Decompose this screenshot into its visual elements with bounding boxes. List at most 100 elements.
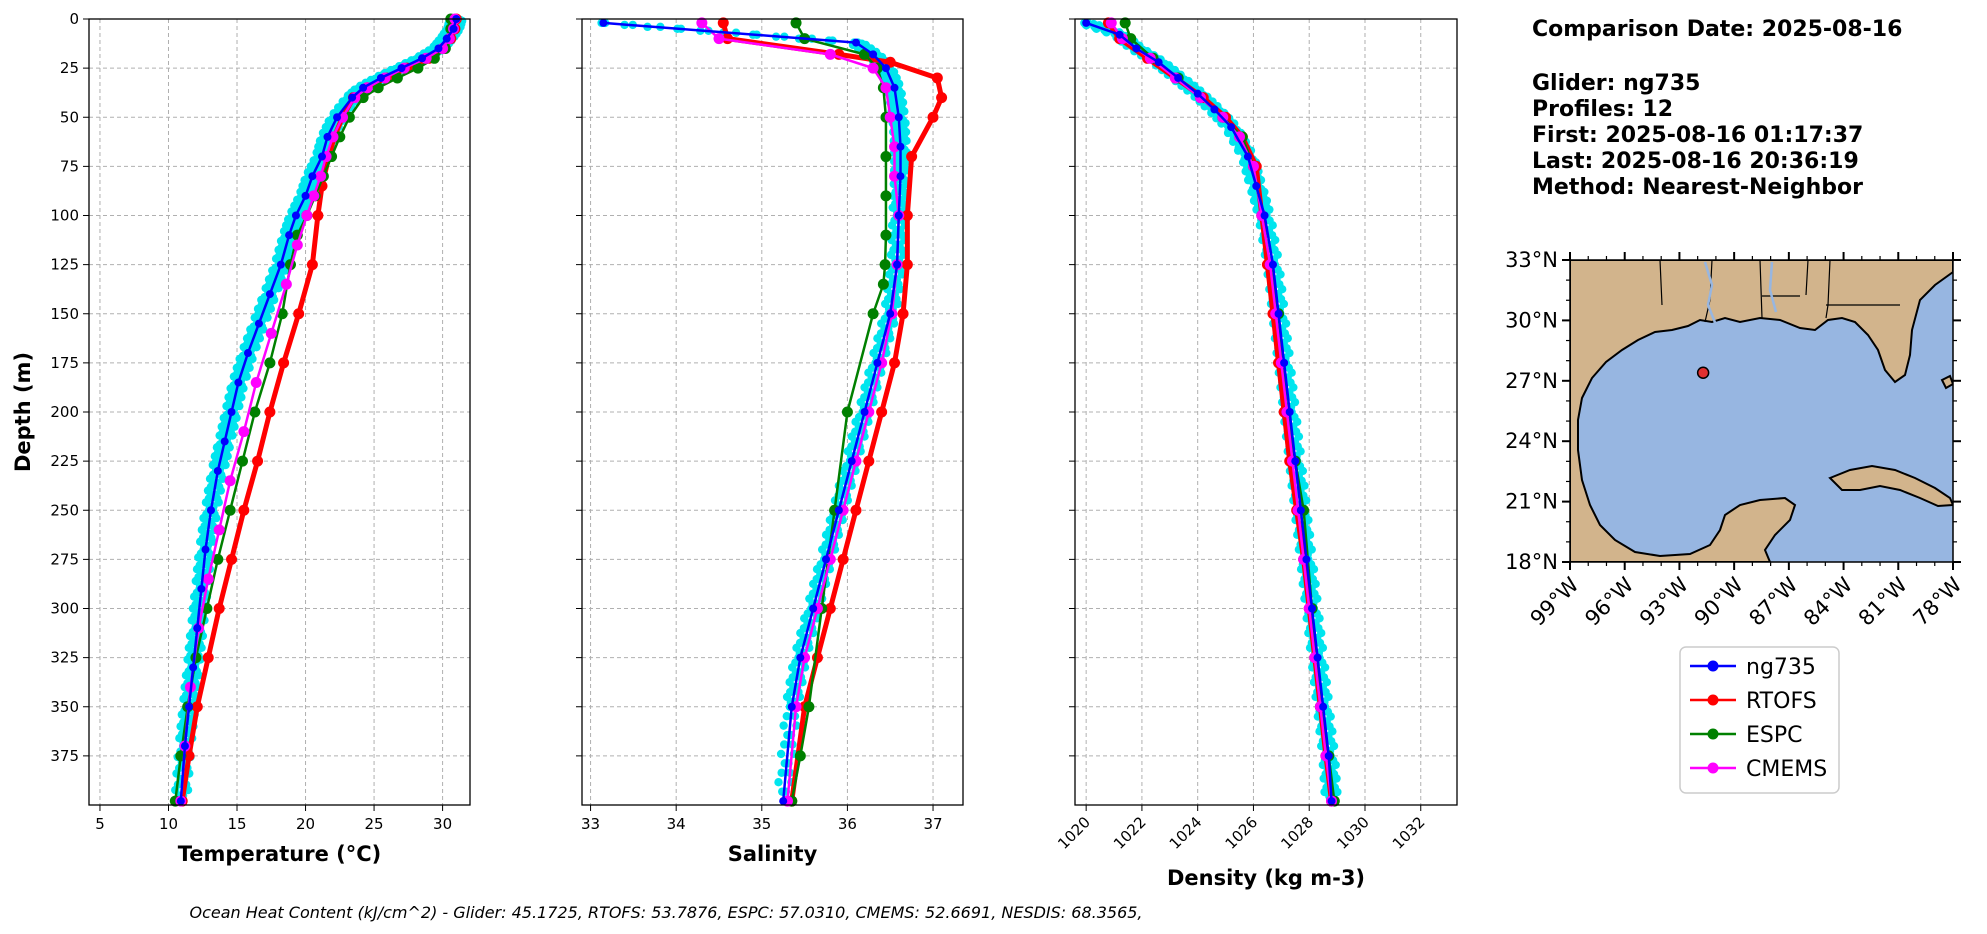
- series-point-rtofs: [897, 308, 909, 320]
- series-point-ng735: [860, 408, 869, 416]
- series-point-ng735: [1082, 18, 1091, 27]
- y-tick-label: 200: [50, 403, 79, 421]
- series-point-espc: [357, 92, 369, 104]
- map-lat-label: 21°N: [1505, 490, 1558, 514]
- legend-marker-espc: [1707, 728, 1719, 740]
- series-point-ng735: [1227, 123, 1236, 132]
- glider-raw-point: [895, 284, 905, 294]
- series-point-ng735: [890, 83, 899, 92]
- legend-label-cmems: CMEMS: [1746, 757, 1827, 782]
- series-point-ng735: [1319, 702, 1328, 711]
- series-point-rtofs: [927, 111, 939, 123]
- x-tick-label: 1024: [1166, 813, 1206, 853]
- series-point-ng735: [434, 44, 443, 53]
- series-point-espc: [412, 62, 424, 74]
- series-point-ng735: [442, 34, 451, 43]
- series-point-cmems: [250, 377, 262, 389]
- x-axis-label: Salinity: [728, 842, 818, 866]
- series-point-espc: [879, 259, 891, 271]
- series-line-rtofs: [179, 18, 459, 802]
- series-point-ng735: [599, 18, 608, 27]
- series-line-ng735: [179, 18, 458, 802]
- series-point-ng735: [1193, 89, 1202, 98]
- x-tick-label: 35: [752, 815, 771, 833]
- series-point-espc: [276, 308, 288, 320]
- series-point-ng735: [176, 797, 185, 806]
- series-point-ng735: [227, 408, 236, 416]
- series-point-espc: [880, 190, 892, 202]
- x-tick-label: 34: [667, 815, 686, 833]
- series-point-ng735: [1280, 358, 1289, 367]
- series-point-ng735: [1296, 506, 1305, 515]
- map-land-north-america: [1570, 260, 1953, 562]
- series-point-ng735: [197, 584, 206, 593]
- series-point-rtofs: [906, 151, 918, 163]
- series-point-cmems: [713, 33, 725, 45]
- series-point-cmems: [280, 278, 292, 290]
- map-lat-label: 24°N: [1505, 429, 1558, 453]
- map-land-cuba: [1828, 464, 1953, 508]
- series-point-ng735: [796, 653, 805, 662]
- series-point-rtofs: [226, 553, 238, 565]
- glider-raw-point: [889, 319, 899, 328]
- legend-marker-ng735: [1707, 660, 1719, 672]
- axes-frame: [1074, 18, 1458, 806]
- series-point-ng735: [206, 506, 215, 515]
- legend-marker-cmems: [1707, 762, 1719, 774]
- series-point-rtofs: [306, 259, 318, 271]
- series-point-cmems: [291, 239, 303, 251]
- map-lon-label: 96°W: [1580, 572, 1638, 630]
- y-tick-label: 250: [50, 501, 79, 519]
- series-line-rtofs: [720, 22, 945, 802]
- series-point-ng735: [779, 797, 788, 806]
- y-tick-label: 75: [60, 157, 79, 175]
- series-point-espc: [212, 553, 224, 565]
- series-point-espc: [372, 82, 384, 94]
- x-tick-label: 37: [923, 815, 942, 833]
- y-axis-label: Depth (m): [11, 352, 35, 472]
- series-point-ng735: [254, 319, 263, 328]
- series-point-rtofs: [213, 603, 225, 614]
- series-point-ng735: [1243, 152, 1252, 161]
- y-tick-label: 175: [50, 354, 79, 372]
- y-tick-label: 150: [50, 305, 79, 323]
- series-point-ng735: [881, 64, 890, 73]
- series-point-espc: [249, 406, 261, 418]
- map-lon-label: 78°W: [1909, 572, 1967, 630]
- series-point-ng735: [180, 742, 189, 751]
- series-point-ng735: [308, 172, 317, 181]
- map-lon-label: 99°W: [1526, 572, 1584, 630]
- series-point-ng735: [193, 624, 202, 633]
- series-point-ng735: [896, 172, 905, 181]
- series-point-ng735: [787, 702, 796, 711]
- legend-label-espc: ESPC: [1746, 723, 1803, 748]
- y-tick-label: 100: [50, 207, 79, 225]
- series-point-rtofs: [191, 701, 203, 713]
- x-tick-label: 1032: [1389, 813, 1429, 853]
- map-lon-label: 81°W: [1854, 572, 1912, 630]
- series-point-cmems: [884, 111, 896, 123]
- glider-raw-point: [774, 778, 783, 787]
- glider-raw-point: [1233, 146, 1243, 155]
- series-point-cmems: [889, 170, 901, 182]
- map-lat-label: 18°N: [1505, 550, 1558, 574]
- series-point-ng735: [317, 152, 326, 161]
- y-tick-label: 0: [69, 10, 79, 28]
- y-tick-label: 300: [50, 600, 79, 618]
- series-point-rtofs: [824, 603, 836, 614]
- series-point-espc: [790, 17, 802, 29]
- series-point-espc: [391, 72, 403, 84]
- series-point-rtofs: [901, 210, 913, 221]
- info-block: Comparison Date: 2025-08-16 Glider: ng73…: [1532, 17, 1902, 200]
- series-point-ng735: [873, 358, 882, 367]
- legend: ng735 RTOFS ESPC CMEMS: [1679, 646, 1840, 794]
- axes-frame: [581, 18, 964, 806]
- x-tick-label: 1030: [1333, 813, 1373, 853]
- y-tick-label: 225: [50, 452, 79, 470]
- series-point-rtofs: [264, 406, 276, 418]
- series-point-ng735: [896, 142, 905, 151]
- series-point-ng735: [894, 211, 903, 220]
- map-river: [1703, 261, 1778, 326]
- glider-raw-points: [1080, 18, 1342, 801]
